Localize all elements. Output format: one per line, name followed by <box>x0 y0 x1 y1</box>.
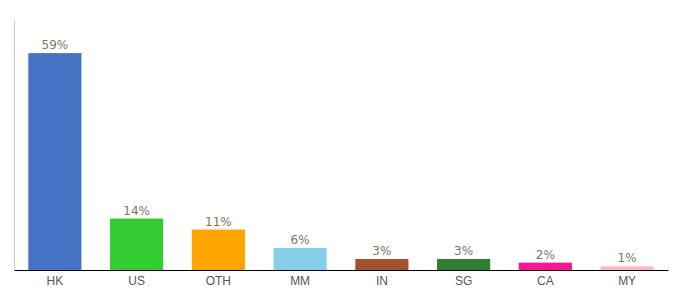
x-tick: IN <box>376 270 388 288</box>
x-tick-label: US <box>128 274 145 288</box>
chart: HK US OTH MM IN SG CA MY 59% 14% 11% 6% 3% 3% 2% 1% <box>0 0 680 300</box>
data-label: 11% <box>205 215 232 229</box>
x-tick: US <box>128 270 145 288</box>
data-label: 6% <box>291 233 310 247</box>
bar <box>192 230 245 270</box>
x-tick-label: MM <box>290 274 310 288</box>
data-label: 14% <box>123 204 150 218</box>
data-label: 3% <box>372 244 391 258</box>
bars <box>28 53 653 270</box>
x-tick: CA <box>537 270 554 288</box>
x-tick-label: MY <box>618 274 636 288</box>
data-label: 3% <box>454 244 473 258</box>
x-tick-label: IN <box>376 274 388 288</box>
x-tick: SG <box>455 270 472 288</box>
x-axis-line <box>15 270 669 271</box>
x-tick-label: OTH <box>206 274 231 288</box>
bar <box>519 263 572 270</box>
data-labels: 59% 14% 11% 6% 3% 3% 2% 1% <box>42 38 637 265</box>
x-tick: MY <box>618 270 636 288</box>
bar <box>437 259 490 270</box>
x-tick: HK <box>47 270 64 288</box>
x-tick: OTH <box>206 270 231 288</box>
bar <box>28 53 81 270</box>
y-axis-line <box>14 21 15 271</box>
bar <box>601 266 654 270</box>
y-axis <box>14 21 15 271</box>
x-tick: MM <box>290 270 310 288</box>
x-tick-label: HK <box>47 274 64 288</box>
data-label: 2% <box>536 248 555 262</box>
data-label: 59% <box>42 38 69 52</box>
bar <box>355 259 408 270</box>
data-label: 1% <box>618 251 637 265</box>
x-tick-label: SG <box>455 274 472 288</box>
plot: HK US OTH MM IN SG CA MY 59% 14% 11% 6% 3% 3% 2% 1% <box>15 21 669 288</box>
bar <box>110 219 163 270</box>
x-axis: HK US OTH MM IN SG CA MY <box>15 270 669 288</box>
bar <box>274 248 327 270</box>
x-tick-label: CA <box>537 274 554 288</box>
